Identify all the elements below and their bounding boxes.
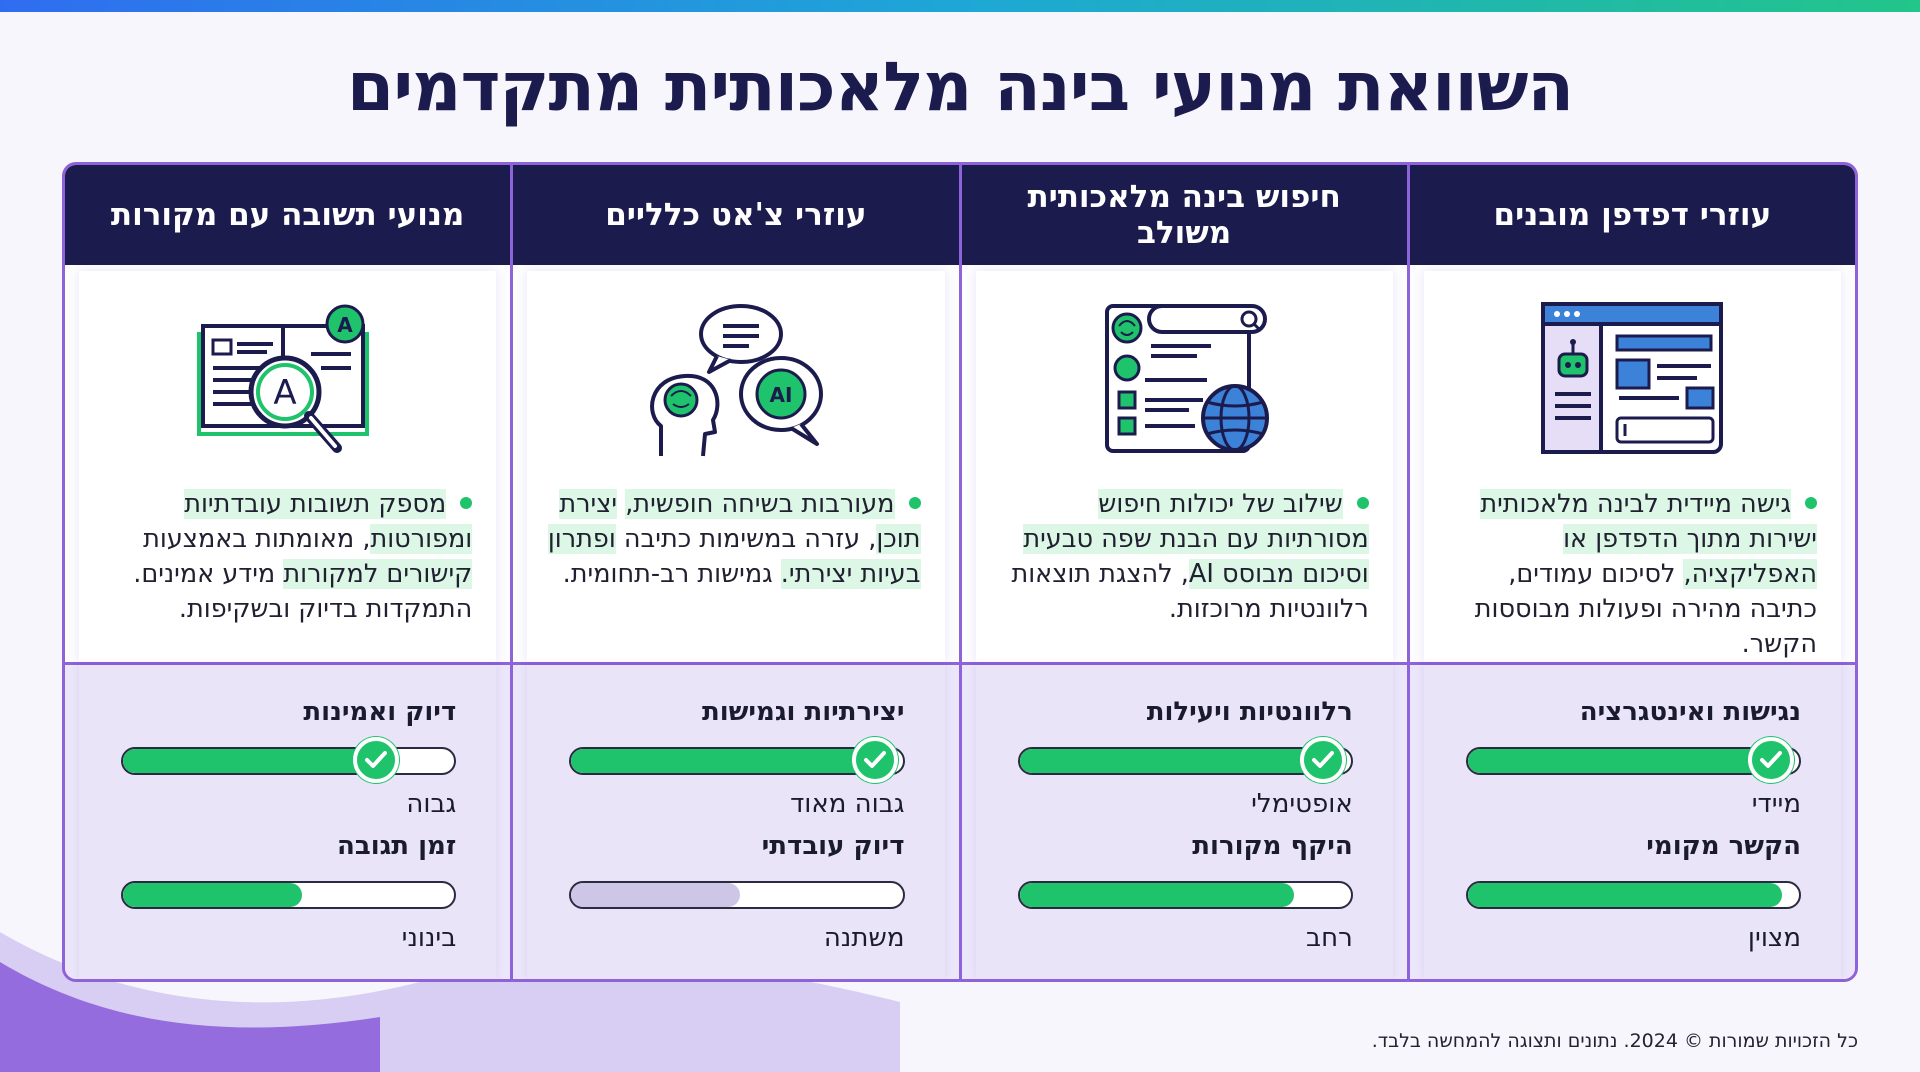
browser-robot-icon — [1532, 293, 1732, 463]
bullet-icon — [1356, 497, 1369, 509]
metric-value: משתנה — [823, 923, 905, 953]
column-header: עוזרי צ'אט כלליים — [513, 165, 959, 265]
progress-bar — [569, 881, 905, 909]
svg-text:A: A — [273, 373, 296, 413]
metric: היקף מקורות רחב — [1017, 831, 1353, 953]
column-header: עוזרי דפדפן מובנים — [1409, 165, 1855, 265]
svg-text:AI: AI — [769, 383, 792, 407]
page-title: השוואת מנועי בינה מלאכותית מתקדמים — [346, 48, 1574, 127]
bullet-icon — [460, 497, 473, 509]
metrics-panel: דיוק ואמינות גבוה זמן תגובה בינוני — [79, 665, 497, 979]
footer-copyright: כל הזכויות שמורות © 2024. נתונים ותצוגה … — [1371, 1030, 1858, 1052]
book-magnifier-icon: A A — [188, 293, 388, 463]
column-header: מנועי תשובה עם מקורות — [65, 165, 511, 265]
metric-label: דיוק עובדתי — [761, 831, 905, 861]
desc-part: , להצגת תוצאות רלוונטיות מרוכזות. — [1011, 559, 1369, 624]
metric-label: הקשר מקומי — [1646, 831, 1801, 861]
metric: נגישות ואינטגרציה מיידי — [1465, 697, 1801, 819]
progress-bar — [1017, 881, 1353, 909]
column-chat-assistants: עוזרי צ'אט כלליים AI מעורבות בשי — [510, 165, 959, 979]
check-icon — [1299, 737, 1346, 783]
progress-bar — [121, 747, 457, 775]
metric: רלוונטיות ויעילות אופטימלי — [1017, 697, 1353, 819]
progress-bar — [121, 881, 457, 909]
check-icon — [353, 737, 399, 783]
metric-value: גבוה — [406, 789, 457, 819]
metric: זמן תגובה בינוני — [121, 831, 457, 953]
metrics-panel: נגישות ואינטגרציה מיידי הקשר מקומי מצוין — [1423, 665, 1841, 979]
progress-bar — [1465, 881, 1801, 909]
svg-text:A: A — [337, 313, 353, 337]
metric-label: דיוק ואמינות — [303, 697, 457, 727]
column-browser-assistants: עוזרי דפדפן מובנים — [1406, 165, 1855, 979]
metric-value: גבוה מאוד — [790, 789, 905, 819]
metric-value: מיידי — [1751, 789, 1801, 819]
column-description: גישה מיידית לבינה מלאכותית ישירות מתוך ה… — [1444, 487, 1817, 662]
metric-value: רחב — [1306, 923, 1353, 953]
bullet-icon — [1805, 497, 1817, 509]
comparison-grid: עוזרי דפדפן מובנים — [62, 162, 1858, 982]
desc-part: גישה מיידית לבינה מלאכותית — [1480, 489, 1791, 519]
metric-label: היקף מקורות — [1192, 831, 1353, 861]
desc-part: לסיכום עמודים, כתיבה מהירה ופעולות מבוסס… — [1474, 559, 1817, 659]
progress-bar — [569, 747, 905, 775]
metric: דיוק ואמינות גבוה — [121, 697, 457, 819]
column-description: מספק תשובות עובדתיות ומפורטות, מאומתות ב… — [99, 487, 473, 627]
metric-label: רלוונטיות ויעילות — [1146, 697, 1353, 727]
metric: דיוק עובדתי משתנה — [569, 831, 905, 953]
desc-part: ומפורטות — [370, 524, 473, 554]
column-description: שילוב של יכולות חיפוש מסורתיות עם הבנת ש… — [996, 487, 1369, 627]
desc-part: שילוב של יכולות חיפוש — [1098, 489, 1343, 519]
metrics-panel: יצירתיות וגמישות גבוה מאוד דיוק עובדתי מ… — [527, 665, 945, 979]
metric-label: יצירתיות וגמישות — [701, 697, 905, 727]
progress-bar — [1017, 747, 1353, 775]
metric-label: נגישות ואינטגרציה — [1579, 697, 1801, 727]
check-icon — [851, 737, 898, 783]
column-description: מעורבות בשיחה חופשית, יצירת תוכן, עזרה ב… — [547, 487, 921, 592]
desc-part: , עזרה במשימות כתיבה — [615, 524, 877, 554]
column-answer-engines: מנועי תשובה עם מקורות A A — [65, 165, 511, 979]
check-icon — [1748, 737, 1794, 783]
metrics-panel: רלוונטיות ויעילות אופטימלי היקף מקורות ר… — [975, 665, 1393, 979]
metric-value: אופטימלי — [1251, 789, 1353, 819]
top-gradient-bar — [0, 0, 1920, 12]
desc-part: גמישות רב-תחומית. — [562, 559, 781, 589]
progress-bar — [1465, 747, 1801, 775]
bullet-icon — [908, 497, 921, 509]
desc-part: מספק תשובות עובדתיות — [184, 489, 447, 519]
desc-part: קישורים למקורות — [283, 559, 473, 589]
chat-bubbles-head-icon: AI — [636, 293, 836, 463]
metric-value: מצוין — [1747, 923, 1801, 953]
desc-part: מעורבות בשיחה חופשית, — [625, 489, 895, 519]
metric: הקשר מקומי מצוין — [1465, 831, 1801, 953]
column-ai-search: חיפוש בינה מלאכותית משולב — [958, 165, 1407, 979]
metric: יצירתיות וגמישות גבוה מאוד — [569, 697, 905, 819]
search-brain-globe-icon — [1084, 293, 1284, 463]
desc-part: , מאומתות באמצעות — [143, 524, 371, 554]
column-header: חיפוש בינה מלאכותית משולב — [961, 165, 1407, 265]
metric-value: בינוני — [401, 923, 457, 953]
metric-label: זמן תגובה — [337, 831, 457, 861]
desc-part: מידע אמינים. התמקדות בדיוק ובשקיפות. — [133, 559, 473, 624]
